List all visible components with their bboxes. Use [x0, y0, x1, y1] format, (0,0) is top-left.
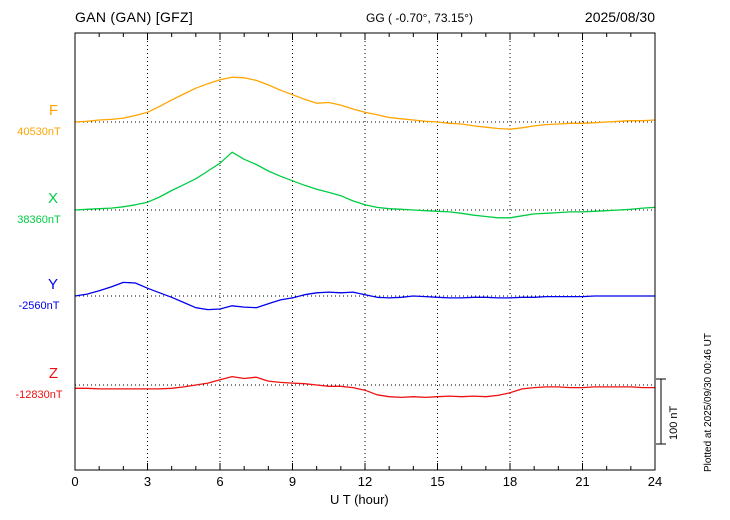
x-tick-label-18: 18 — [502, 474, 518, 489]
trace-z — [74, 375, 656, 399]
x-tick-label-9: 9 — [288, 474, 297, 489]
series-baseline-value-f: 40530nT — [17, 126, 61, 138]
series-baseline-value-z: -12830nT — [15, 389, 63, 401]
x-tick-label-15: 15 — [430, 474, 445, 489]
series-label-f: F — [48, 102, 58, 119]
trace-x — [74, 151, 656, 219]
x-tick-label-21: 21 — [575, 474, 590, 489]
trace-f — [74, 76, 656, 130]
trace-y — [74, 281, 656, 311]
series-baseline-value-x: 38360nT — [17, 214, 61, 226]
series-label-x: X — [47, 190, 58, 207]
station-title: GAN (GAN) [GFZ] — [75, 9, 194, 25]
series-baseline-value-y: -2560nT — [18, 300, 60, 312]
geographic-coords: GG ( -0.70°, 73.15°) — [366, 11, 473, 25]
series-label-y: Y — [47, 276, 58, 293]
scale-bar-label: 100 nT — [668, 405, 680, 440]
x-tick-label-0: 0 — [71, 474, 79, 489]
x-axis-label: U T (hour) — [330, 492, 389, 507]
observation-date: 2025/08/30 — [584, 9, 655, 25]
plotted-at-timestamp: Plotted at 2025/09/30 00:46 UT — [703, 333, 714, 472]
series-label-z: Z — [48, 365, 58, 382]
x-tick-label-6: 6 — [216, 474, 224, 489]
plot-border — [74, 32, 656, 471]
x-tick-label-3: 3 — [143, 474, 152, 489]
x-tick-label-12: 12 — [357, 474, 373, 489]
x-tick-label-24: 24 — [647, 474, 663, 489]
